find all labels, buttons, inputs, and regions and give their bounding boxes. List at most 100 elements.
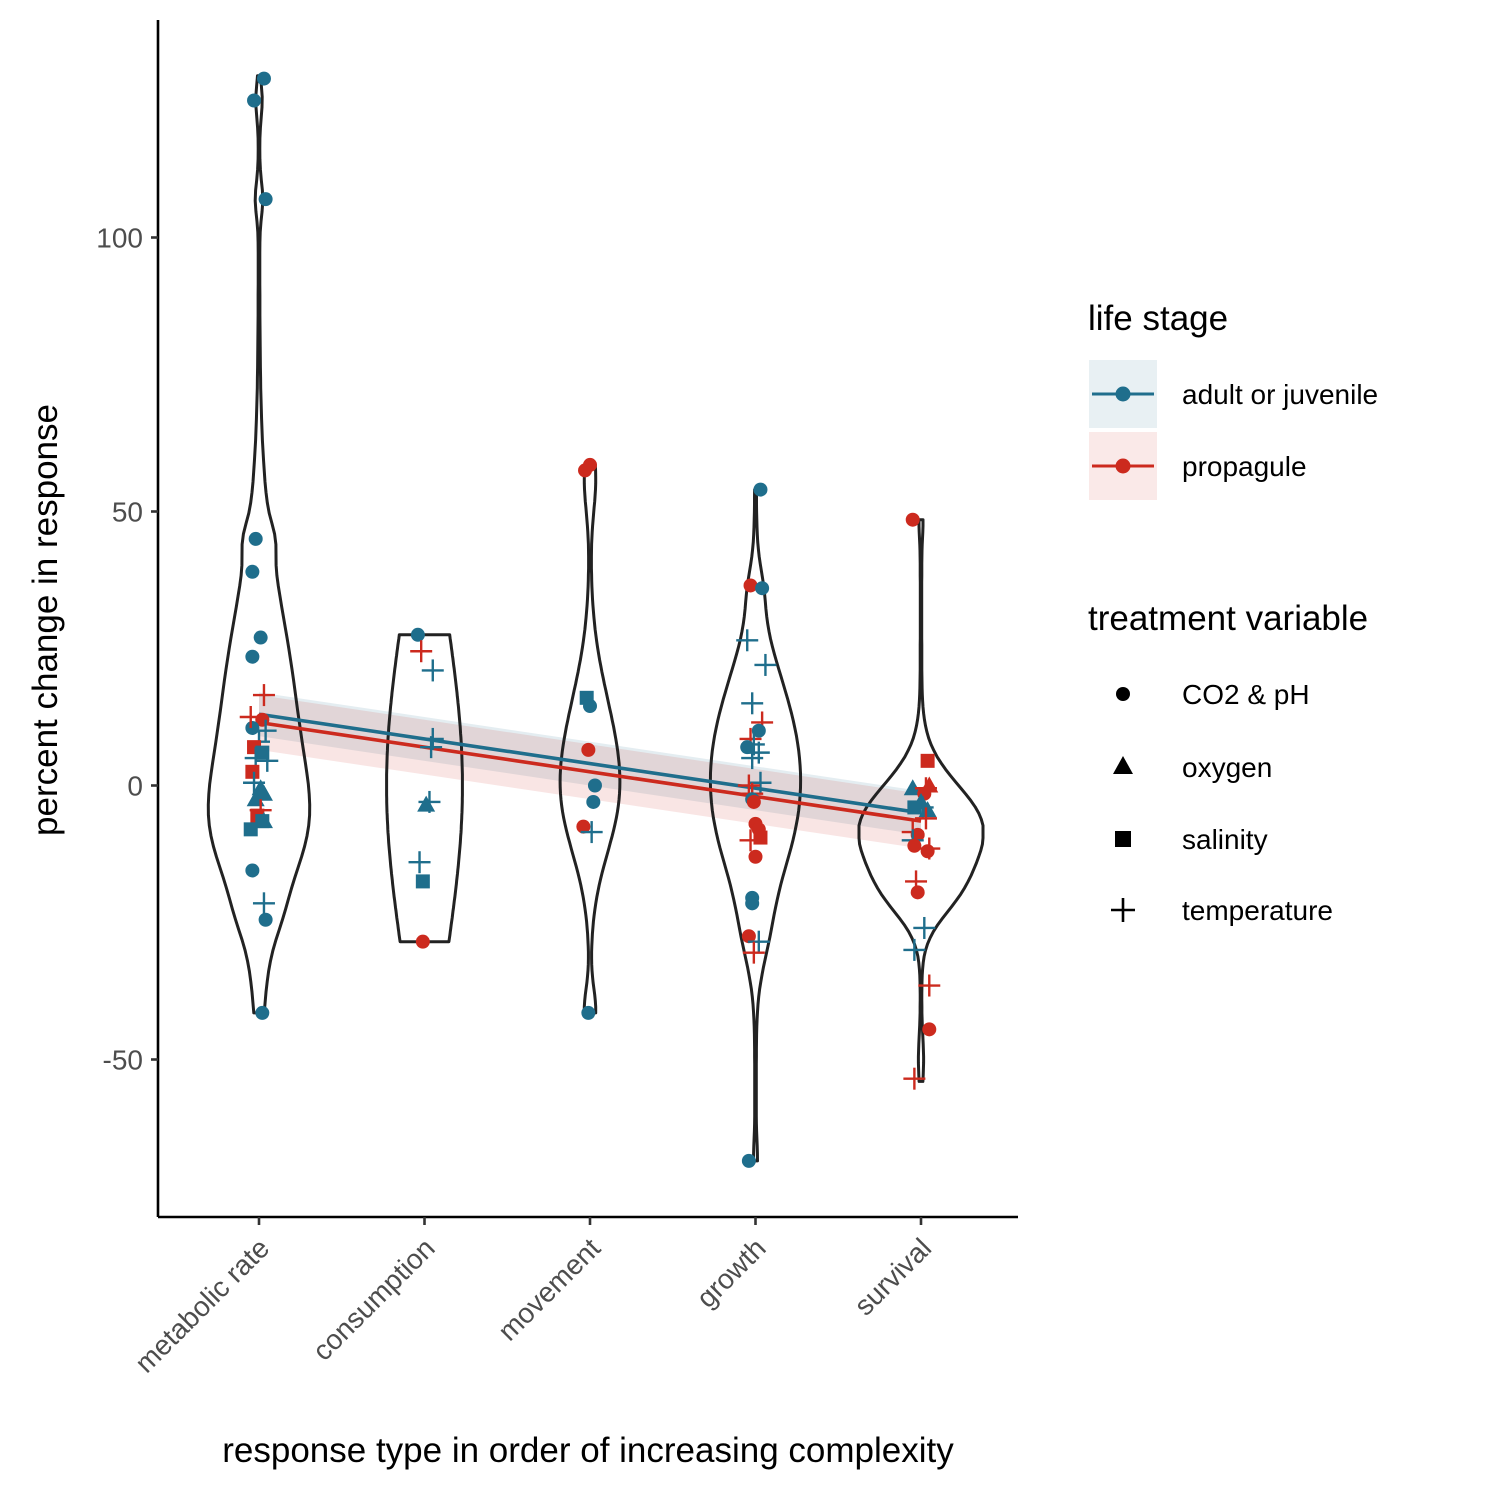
data-point-propagule-co2-ph [741,929,756,944]
y-tick-label: 50 [112,497,143,528]
legend-key-square [1115,831,1131,847]
data-point-propagule-co2-ph [905,512,920,527]
violin-survival [857,518,985,1083]
data-point-adult-or-juvenile-co2-ph [245,649,260,664]
trend-line-adult-or-juvenile [258,712,922,815]
y-axis-ticks: -50 0 50 100 [96,223,158,1076]
x-tick-label-growth: growth [690,1232,771,1313]
violins [206,74,985,1163]
legend-title-treatment-variable: treatment variable [1088,599,1368,638]
legend-key-plus [1111,898,1135,922]
data-point-adult-or-juvenile-co2-ph [740,740,755,755]
data-point-adult-or-juvenile-salinity [415,874,430,889]
data-point-adult-or-juvenile-co2-ph [587,778,602,793]
legend-key-point [1115,458,1131,474]
data-point-adult-or-juvenile-temperature [903,938,926,961]
data-point-adult-or-juvenile-temperature [408,851,431,874]
data-point-propagule-temperature [903,1067,926,1090]
legend-label-oxygen: oxygen [1182,752,1272,783]
axes [156,20,1018,1219]
legend-label-propagule: propagule [1182,451,1307,482]
data-point-adult-or-juvenile-co2-ph [248,531,263,546]
data-point-adult-or-juvenile-temperature [580,821,603,844]
legend-label-salinity: salinity [1182,824,1268,855]
data-point-propagule-temperature [739,829,762,852]
data-point-propagule-co2-ph [743,578,758,593]
data-point-adult-or-juvenile-salinity [255,745,270,760]
data-point-adult-or-juvenile-co2-ph [247,93,262,108]
data-point-adult-or-juvenile-co2-ph [581,1005,596,1020]
data-point-adult-or-juvenile-co2-ph [258,912,273,927]
data-point-propagule-co2-ph [415,934,430,949]
data-point-propagule-temperature [918,974,941,997]
data-point-adult-or-juvenile-co2-ph [745,896,760,911]
data-point-adult-or-juvenile-temperature [741,747,764,770]
data-point-adult-or-juvenile-oxygen [918,801,937,818]
data-point-adult-or-juvenile-co2-ph [753,482,768,497]
data-point-adult-or-juvenile-temperature [420,736,443,759]
legend-title-life-stage: life stage [1088,299,1228,338]
violin-metabolic-rate [206,74,312,1015]
data-point-adult-or-juvenile-temperature [913,916,936,939]
legend-key-adult-or-juvenile [1089,360,1157,428]
data-point-adult-or-juvenile-salinity [907,800,922,815]
y-tick-label: 0 [127,771,143,802]
data-point-adult-or-juvenile-salinity [255,814,270,829]
data-point-propagule-temperature [914,807,937,830]
data-point-adult-or-juvenile-temperature [736,629,759,652]
data-point-propagule-co2-ph [576,819,591,834]
data-point-propagule-co2-ph [910,827,925,842]
data-point-propagule-temperature [410,640,433,663]
trend-line-propagule [258,720,922,823]
data-point-adult-or-juvenile-co2-ph [245,564,260,579]
data-point-propagule-temperature [742,941,765,964]
data-point-propagule-co2-ph [578,463,593,478]
x-axis-title: response type in order of increasing com… [222,1431,954,1470]
data-point-propagule-salinity [245,764,260,779]
data-point-propagule-temperature [252,684,275,707]
data-point-adult-or-juvenile-oxygen [903,779,922,796]
data-point-adult-or-juvenile-co2-ph [751,723,766,738]
data-point-adult-or-juvenile-co2-ph [245,863,260,878]
data-point-adult-or-juvenile-co2-ph [245,720,260,735]
data-point-adult-or-juvenile-co2-ph [586,794,601,809]
data-point-propagule-co2-ph [920,844,935,859]
legend-label-temperature: temperature [1182,895,1333,926]
data-points [239,71,941,1168]
y-tick-label: 100 [96,223,143,254]
legend-label-co2-ph: CO2 & pH [1182,679,1310,710]
data-point-adult-or-juvenile-co2-ph [256,71,271,86]
violin-consumption [385,633,464,944]
data-point-propagule-salinity [753,830,768,845]
legend-key-propagule [1089,432,1157,500]
data-point-propagule-co2-ph [746,794,761,809]
data-point-propagule-co2-ph [748,849,763,864]
x-tick-label-consumption: consumption [307,1232,441,1366]
data-point-adult-or-juvenile-oxygen [254,784,273,801]
y-tick-label: -50 [103,1045,143,1076]
data-point-adult-or-juvenile-co2-ph [583,699,597,714]
data-point-adult-or-juvenile-salinity [243,822,258,837]
data-point-adult-or-juvenile-temperature [252,892,275,915]
data-point-propagule-co2-ph [581,742,596,757]
x-axis-ticks: metabolic rate consumption movement growth s… [129,1217,937,1379]
legend-label-adult-or-juvenile: adult or juvenile [1182,379,1378,410]
data-point-adult-or-juvenile-temperature [421,659,444,682]
data-point-propagule-salinity [920,753,935,768]
data-point-propagule-co2-ph [922,1022,937,1037]
legend-key-circle [1116,687,1130,701]
data-point-adult-or-juvenile-co2-ph [255,1005,270,1020]
legend-key-triangle [1113,756,1133,774]
data-point-propagule-co2-ph [910,885,925,900]
data-point-adult-or-juvenile-co2-ph [755,581,770,596]
data-point-adult-or-juvenile-temperature [741,692,764,715]
data-point-adult-or-juvenile-co2-ph [253,630,268,645]
data-point-adult-or-juvenile-co2-ph [258,192,273,207]
y-axis-title: percent change in response [26,404,65,836]
data-point-propagule-co2-ph [907,838,922,853]
data-point-adult-or-juvenile-co2-ph [410,627,425,642]
data-point-adult-or-juvenile-oxygen [417,795,436,812]
data-point-adult-or-juvenile-temperature [256,749,279,772]
data-point-adult-or-juvenile-temperature [754,653,777,676]
